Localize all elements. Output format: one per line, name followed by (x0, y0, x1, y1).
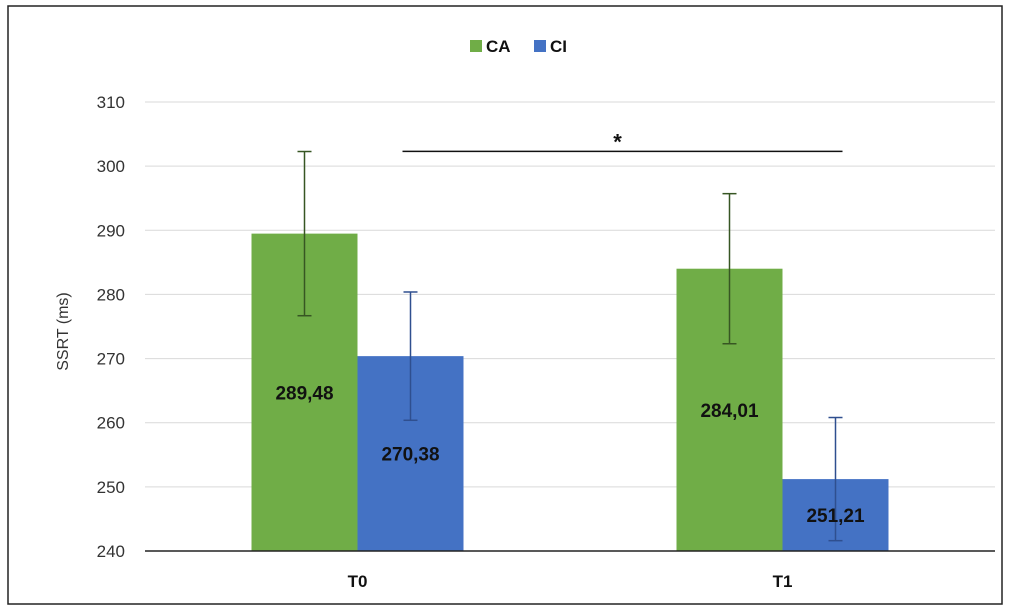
y-tick-label: 240 (97, 542, 125, 561)
legend-label: CI (550, 37, 567, 56)
legend-swatch (470, 40, 482, 52)
data-labels: 289,48 270,38 284,01 251,21 (275, 383, 865, 527)
error-bars (297, 150, 843, 542)
data-label: 284,01 (700, 401, 759, 422)
y-tick-label: 300 (97, 157, 125, 176)
significance-annotation: * (402, 129, 843, 154)
y-tick-label: 250 (97, 478, 125, 497)
data-label: 251,21 (806, 506, 865, 527)
legend-swatch (534, 40, 546, 52)
x-tick-label: T1 (773, 572, 793, 591)
y-tick-label: 290 (97, 221, 125, 240)
significance-marker: * (613, 129, 622, 154)
y-tick-label: 310 (97, 93, 125, 112)
data-label: 289,48 (275, 383, 333, 404)
legend: CA CI (470, 37, 567, 56)
y-axis-ticks: 240 250 260 270 280 290 300 310 (97, 93, 125, 561)
y-tick-label: 270 (97, 350, 125, 369)
legend-label: CA (486, 37, 511, 56)
y-tick-label: 280 (97, 285, 125, 304)
x-tick-label: T0 (348, 572, 368, 591)
data-label: 270,38 (381, 445, 439, 466)
x-axis-ticks: T0 T1 (348, 572, 793, 591)
y-tick-label: 260 (97, 414, 125, 433)
y-axis-title: SSRT (ms) (55, 292, 72, 371)
